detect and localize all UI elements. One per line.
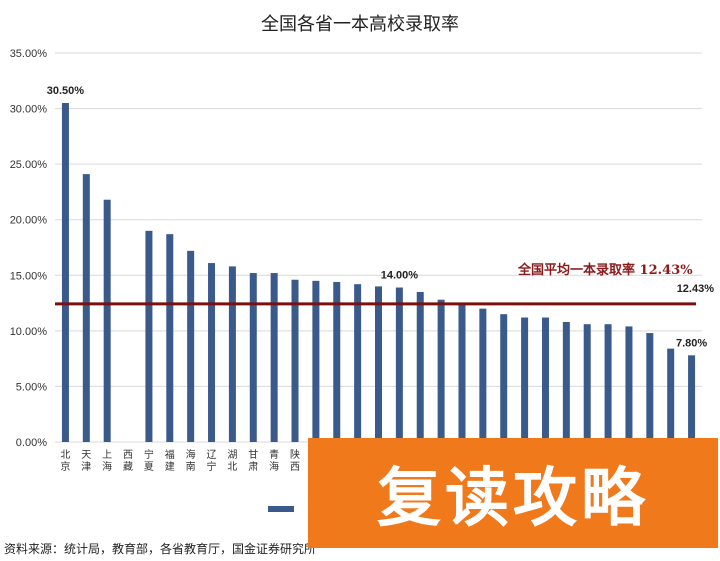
x-tick-label: 西藏: [123, 450, 133, 473]
bar: [166, 234, 174, 442]
bar: [103, 199, 111, 442]
x-tick-label: 天津: [81, 450, 91, 473]
legend-swatch: [268, 506, 294, 512]
bar: [562, 321, 570, 442]
y-tick-label: 15.00%: [10, 270, 48, 282]
bar: [291, 279, 299, 442]
bar: [82, 174, 90, 442]
y-tick-label: 35.00%: [10, 48, 48, 60]
y-tick-label: 10.00%: [10, 326, 48, 338]
bar: [270, 273, 278, 442]
x-tick-label: 北京: [60, 449, 70, 473]
x-axis-labels: 北京天津上海西藏宁夏福建海南辽宁湖北甘肃青海陕西重庆: [60, 448, 320, 473]
bar: [354, 284, 362, 442]
x-tick-label: 上海: [102, 449, 112, 473]
watermark-text: 复读攻略: [377, 462, 649, 536]
bar: [458, 303, 466, 442]
bar: [521, 317, 529, 442]
bar: [395, 287, 403, 442]
bar: [208, 263, 216, 442]
y-tick-label: 25.00%: [10, 159, 48, 171]
average-line-group: 全国平均一本录取率 12.43% 12.43%: [55, 262, 715, 306]
x-tick-label: 青海: [269, 448, 279, 473]
watermark-banner: 复读攻略: [308, 438, 718, 548]
y-tick-label: 0.00%: [16, 437, 47, 449]
bar: [61, 103, 69, 442]
bar: [228, 266, 236, 442]
chart-title: 全国各省一本高校录取率: [261, 14, 459, 35]
x-tick-label: 陕西: [290, 448, 300, 473]
source-note: 资料来源：统计局，教育部，各省教育厅，国金证券研究所: [4, 541, 316, 556]
bar: [479, 308, 487, 442]
y-tick-label: 20.00%: [10, 215, 48, 227]
y-axis-ticks: 0.00% 5.00% 10.00% 15.00% 20.00% 25.00% 30.00%…: [10, 48, 48, 449]
bar: [583, 324, 591, 442]
data-labels: 30.50% 14.00% 7.80%: [47, 85, 708, 349]
bar: [145, 230, 153, 442]
bar: [416, 291, 424, 442]
bar: [375, 286, 382, 442]
x-tick-label: 辽宁: [207, 449, 217, 473]
bar: [541, 317, 549, 442]
y-tick-label: 5.00%: [16, 381, 47, 393]
data-label: 14.00%: [381, 270, 419, 282]
bar: [333, 281, 341, 442]
bar: [646, 333, 654, 442]
bar: [625, 326, 633, 442]
y-tick-label: 30.00%: [10, 104, 48, 116]
x-tick-label: 湖北: [227, 449, 237, 473]
bar: [500, 314, 508, 442]
bar: [437, 299, 445, 442]
bar: [312, 280, 320, 442]
x-tick-label: 海南: [186, 448, 196, 473]
average-label: 全国平均一本录取率 12.43%: [517, 262, 693, 278]
x-tick-label: 甘肃: [248, 448, 258, 473]
bar: [187, 250, 195, 442]
x-tick-label: 宁夏: [144, 448, 154, 473]
bar: [667, 348, 675, 442]
bar: [249, 273, 257, 442]
x-tick-label: 福建: [165, 448, 175, 473]
data-label: 30.50%: [47, 85, 85, 97]
bar: [604, 324, 612, 442]
bars: [61, 103, 696, 442]
data-label: 7.80%: [676, 337, 707, 349]
average-value-label: 12.43%: [677, 283, 715, 295]
bar: [688, 355, 696, 442]
